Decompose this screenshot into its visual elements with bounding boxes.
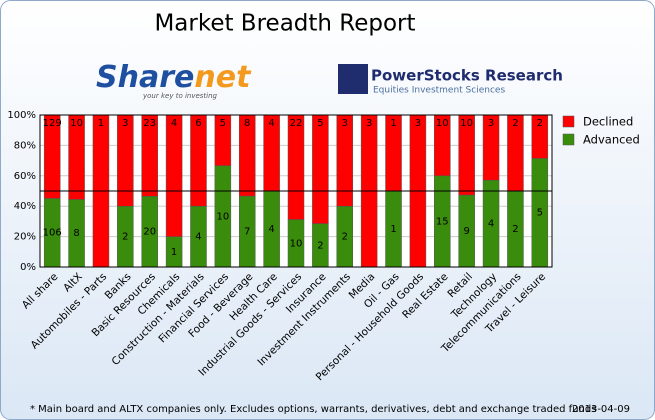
data-label: 4: [488, 219, 494, 230]
legend-swatch: [562, 115, 575, 128]
y-tick-label: 60%: [14, 171, 36, 182]
data-label: 2: [537, 118, 543, 129]
logo-tagline: your key to investing: [142, 92, 218, 100]
data-label: 15: [436, 216, 449, 227]
logo-part: Share: [96, 60, 194, 95]
logo-text: PowerStocks Research: [371, 67, 563, 85]
data-label: 10: [290, 238, 303, 249]
y-tick-label: 80%: [14, 140, 36, 151]
data-label: 6: [195, 118, 201, 129]
data-label: 4: [268, 224, 274, 235]
data-label: 2: [122, 232, 128, 243]
data-label: 7: [244, 227, 250, 238]
data-label: 8: [73, 228, 79, 239]
data-label: 4: [268, 118, 274, 129]
data-label: 5: [220, 118, 226, 129]
data-label: 10: [436, 118, 449, 129]
data-label: 1: [98, 118, 104, 129]
data-label: 129: [43, 118, 62, 129]
sharenet-logo: Sharenet your key to investing: [96, 60, 252, 101]
data-label: 1: [390, 224, 396, 235]
powerstocks-logo: PowerStocks Research Equities Investment…: [338, 64, 563, 96]
legend-swatch: [562, 133, 575, 146]
bar-segment: [165, 114, 183, 237]
data-label: 4: [171, 118, 177, 129]
data-label: 5: [537, 208, 543, 219]
logo-part: net: [194, 60, 252, 95]
data-label: 3: [366, 118, 372, 129]
y-tick-label: 100%: [7, 110, 36, 121]
chart-title: Market Breadth Report: [154, 11, 415, 37]
y-tick-label: 20%: [14, 232, 36, 243]
data-label: 1: [390, 118, 396, 129]
data-label: 3: [122, 118, 128, 129]
data-label: 23: [143, 118, 156, 129]
data-label: 3: [415, 118, 421, 129]
data-label: 3: [488, 118, 494, 129]
logo-tagline: Equities Investment Sciences: [373, 86, 505, 96]
data-label: 3: [342, 118, 348, 129]
bar-segment: [287, 114, 305, 220]
date: 2013-04-09: [572, 404, 630, 415]
data-label: 2: [512, 224, 518, 235]
data-label: 10: [216, 211, 229, 222]
data-label: 22: [290, 118, 303, 129]
data-label: 2: [317, 240, 323, 251]
footnote: * Main board and ALTX companies only. Ex…: [30, 404, 596, 415]
data-label: 1: [171, 247, 177, 258]
logo-text: Sharenet: [96, 60, 252, 95]
data-label: 9: [463, 226, 469, 237]
y-tick-label: 40%: [14, 201, 36, 212]
data-label: 4: [195, 232, 201, 243]
data-label: 8: [244, 118, 250, 129]
data-label: 20: [143, 227, 156, 238]
y-tick-label: 0%: [20, 262, 36, 273]
data-label: 2: [512, 118, 518, 129]
logo-icon: [338, 64, 368, 94]
data-label: 106: [43, 228, 62, 239]
data-label: 5: [317, 118, 323, 129]
data-label: 2: [342, 232, 348, 243]
data-label: 10: [460, 118, 473, 129]
data-label: 10: [70, 118, 83, 129]
legend-label: Advanced: [583, 133, 640, 147]
legend-label: Declined: [583, 115, 633, 129]
plot-border: [39, 114, 553, 268]
bar-segment: [312, 114, 329, 224]
